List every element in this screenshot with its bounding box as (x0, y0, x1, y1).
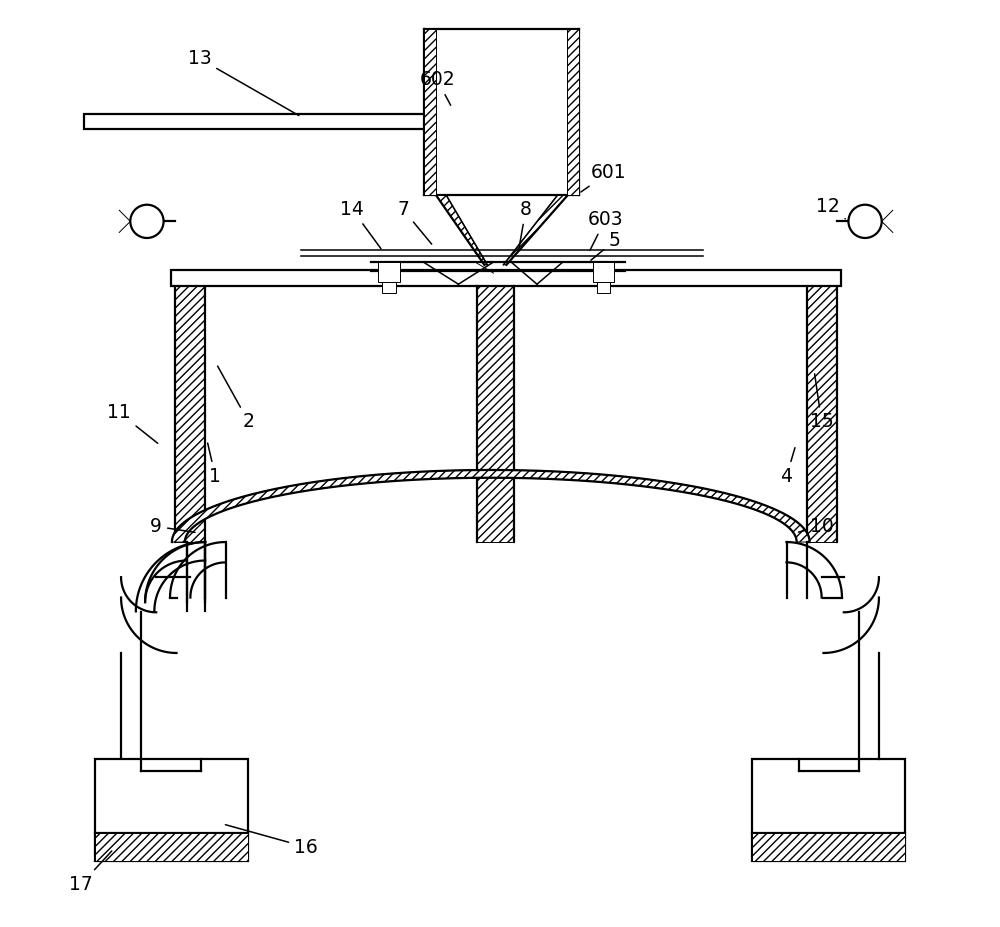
Text: 601: 601 (581, 163, 627, 192)
Bar (477, 286, 514, 542)
Bar (752, 833, 905, 861)
Bar (382, 283, 396, 294)
Text: 13: 13 (188, 49, 299, 116)
Bar (597, 283, 610, 294)
Polygon shape (503, 196, 567, 265)
Bar (593, 262, 614, 283)
Circle shape (848, 205, 882, 238)
Text: 4: 4 (781, 448, 795, 486)
Bar (378, 262, 400, 283)
Text: 5: 5 (591, 231, 621, 260)
Text: 602: 602 (419, 70, 455, 106)
Bar (84, 114, 424, 129)
Text: 603: 603 (588, 210, 623, 250)
Text: 1: 1 (208, 443, 221, 486)
Text: 7: 7 (397, 200, 432, 244)
Text: 14: 14 (340, 200, 381, 248)
Circle shape (130, 205, 164, 238)
Polygon shape (172, 470, 810, 542)
Text: 11: 11 (107, 403, 158, 443)
Bar (752, 759, 905, 861)
Text: 8: 8 (519, 200, 532, 248)
Bar (567, 29, 579, 196)
Text: 2: 2 (218, 366, 255, 431)
Text: 12: 12 (816, 197, 845, 219)
Text: 9: 9 (150, 517, 195, 536)
Bar (95, 759, 248, 861)
Bar (95, 833, 248, 861)
Text: 16: 16 (225, 825, 318, 857)
Bar (171, 271, 841, 286)
Text: 15: 15 (810, 374, 834, 431)
Polygon shape (436, 196, 487, 265)
Text: 10: 10 (798, 517, 834, 536)
Bar (807, 286, 837, 542)
Bar (424, 29, 436, 196)
Text: 17: 17 (69, 851, 112, 894)
Bar (175, 286, 205, 542)
